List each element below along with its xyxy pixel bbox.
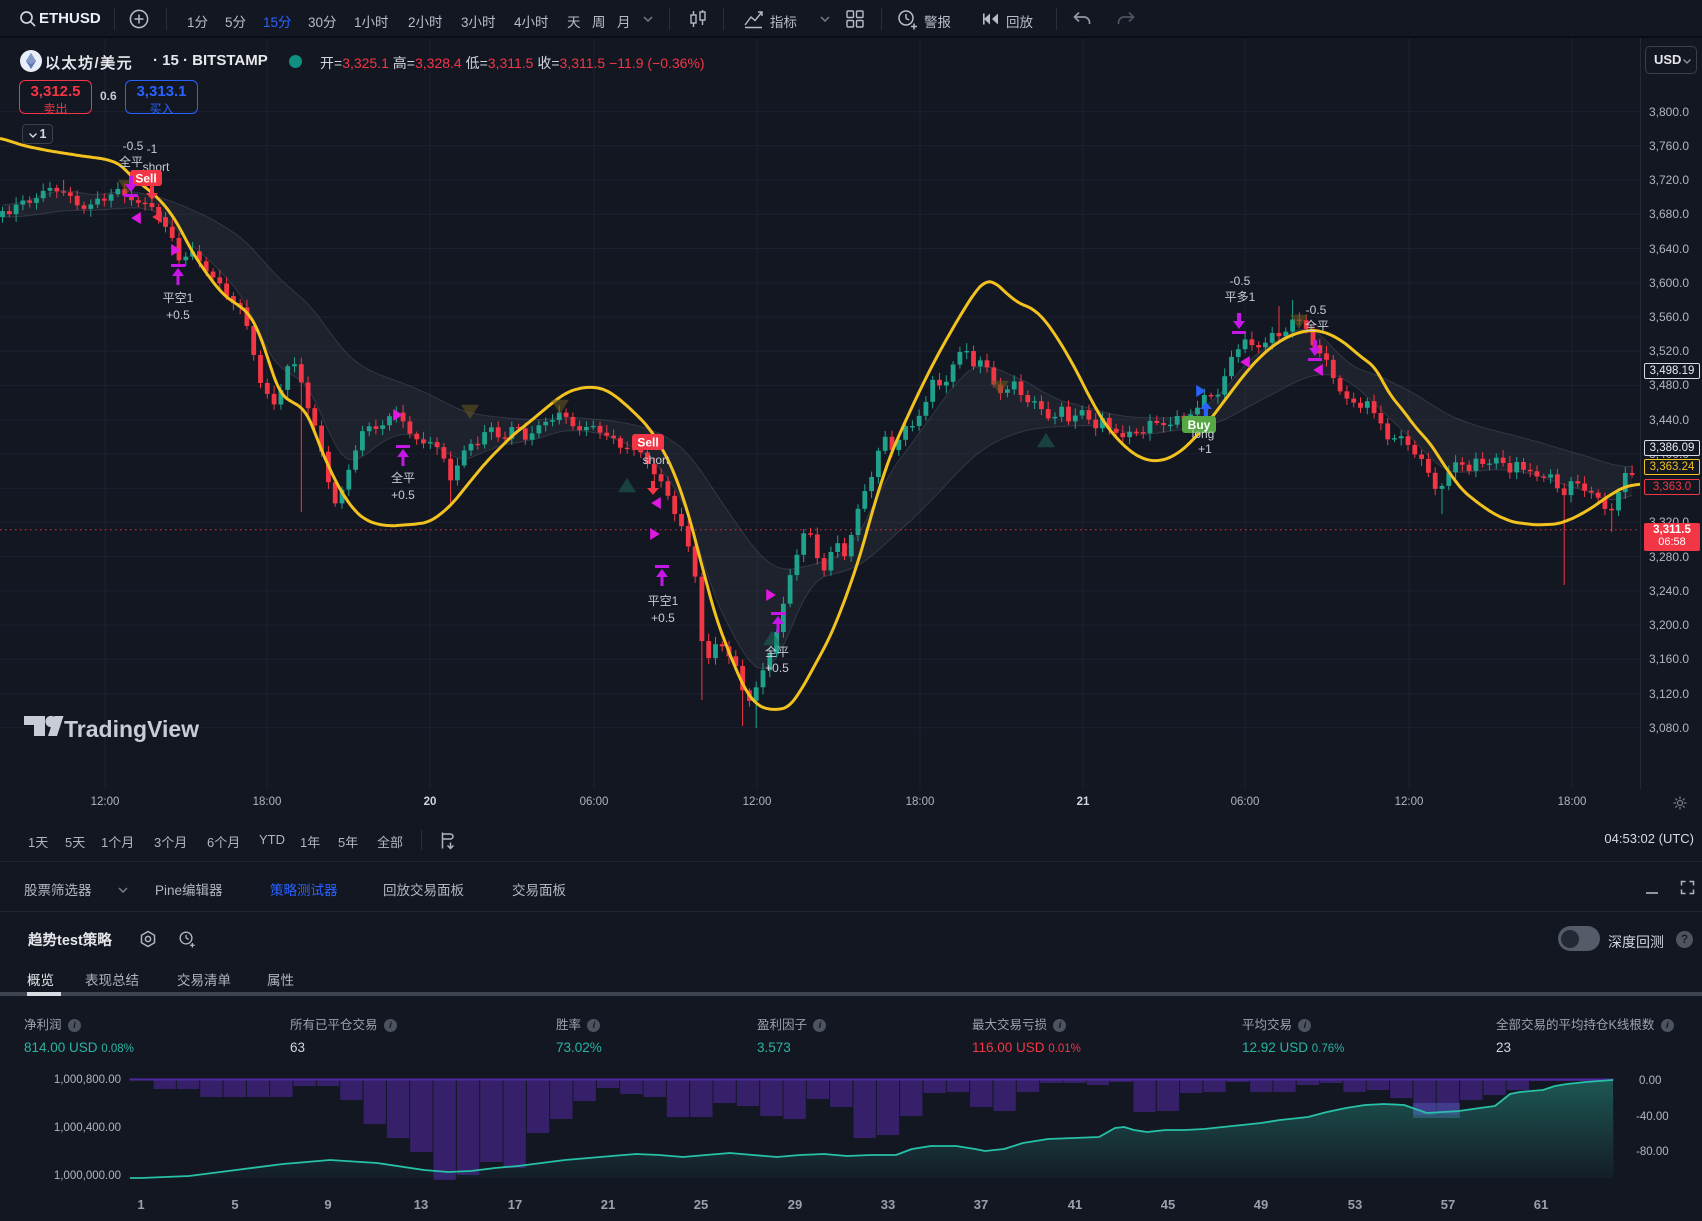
svg-text:全平: 全平 xyxy=(391,470,415,485)
svg-text:-0.5: -0.5 xyxy=(1306,303,1327,317)
svg-text:-0.5: -0.5 xyxy=(123,139,144,153)
svg-text:+0.5: +0.5 xyxy=(765,661,789,675)
svg-text:平空1: 平空1 xyxy=(648,594,679,608)
svg-text:+0.5: +0.5 xyxy=(391,488,415,502)
svg-text:+1: +1 xyxy=(1198,442,1212,456)
svg-text:TradingView: TradingView xyxy=(64,716,199,742)
svg-text:平多1: 平多1 xyxy=(1225,290,1256,304)
svg-text:全平: 全平 xyxy=(1305,318,1329,333)
svg-text:Buy: Buy xyxy=(1188,418,1211,432)
svg-text:全平: 全平 xyxy=(119,154,143,169)
svg-text:-1: -1 xyxy=(147,142,158,156)
svg-text:+0.5: +0.5 xyxy=(166,308,190,322)
svg-text:short: short xyxy=(643,453,670,467)
svg-text:Sell: Sell xyxy=(135,172,156,186)
svg-text:Sell: Sell xyxy=(637,436,658,450)
svg-text:long: long xyxy=(1192,427,1215,441)
svg-text:平空1: 平空1 xyxy=(163,291,194,305)
svg-text:+0.5: +0.5 xyxy=(651,611,675,625)
svg-text:全平: 全平 xyxy=(765,644,789,659)
svg-text:-0.5: -0.5 xyxy=(1230,274,1251,288)
